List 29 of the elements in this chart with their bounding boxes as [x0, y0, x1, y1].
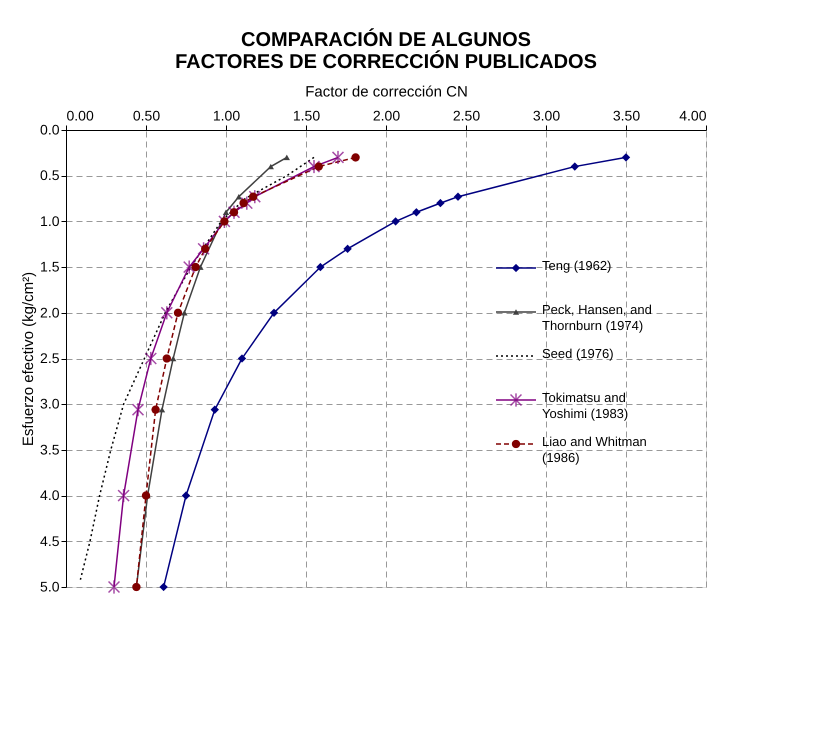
- legend-label: Teng (1962): [542, 258, 612, 273]
- y-tick-label: 4.0: [40, 487, 60, 504]
- y-axis-title: Esfuerzo efectivo (kg/cm²): [20, 272, 38, 446]
- text: FACTORES DE CORRECCIÓN PUBLICADOS: [175, 51, 597, 73]
- y-tick-label: 3.0: [40, 396, 60, 412]
- y-tick-label: 2.0: [40, 304, 60, 320]
- x-tick-label: 2.00: [372, 108, 400, 124]
- x-tick-label: 2.50: [452, 108, 480, 124]
- legend-label: Liao and Whitman (1986): [542, 434, 647, 465]
- x-tick-label: 1.00: [212, 108, 240, 124]
- x-tick-label: 4.00: [679, 108, 707, 124]
- y-tick-label: 4.5: [40, 532, 60, 549]
- y-tick-label: 0.0: [40, 122, 60, 138]
- y-tick-label: 2.5: [40, 350, 60, 366]
- y-tick-label: 5.0: [40, 578, 60, 594]
- legend-label: Seed (1976): [542, 346, 614, 361]
- x-tick-label: 1.50: [292, 108, 320, 124]
- x-tick-label: 3.50: [612, 108, 640, 124]
- y-tick-label: 3.5: [40, 441, 60, 458]
- text: COMPARACIÓN DE ALGUNOS: [241, 29, 531, 51]
- legend-label: Tokimatsu and Yoshimi (1983): [542, 390, 628, 421]
- x-tick-label: 0.50: [132, 108, 160, 124]
- x-tick-label: 3.00: [532, 108, 560, 124]
- x-tick-label: 0.00: [66, 108, 94, 124]
- legend-label: Peck, Hansen, and Thornburn (1974): [542, 302, 652, 333]
- y-tick-label: 1.0: [40, 212, 60, 229]
- x-axis-title: Factor de corrección CN: [305, 84, 468, 100]
- y-tick-label: 0.5: [40, 167, 60, 184]
- y-tick-label: 1.5: [40, 258, 60, 275]
